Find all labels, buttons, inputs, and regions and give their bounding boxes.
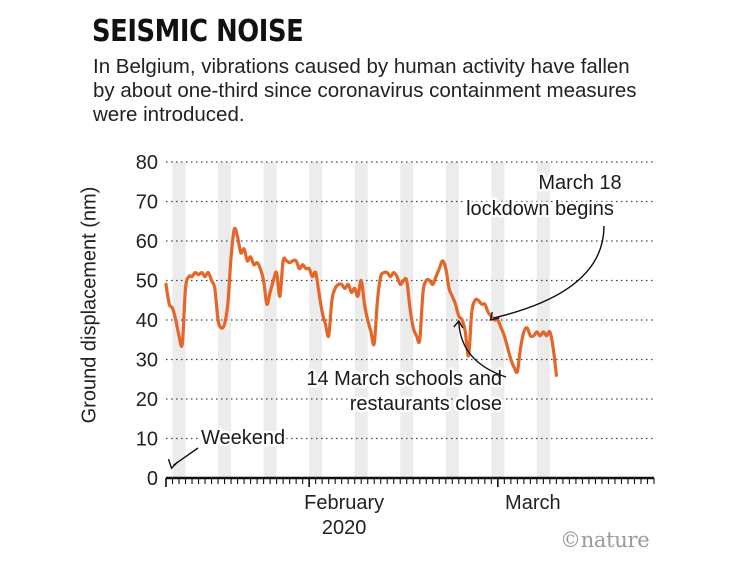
x-tick-label: March — [505, 492, 561, 514]
x-tick-label: February — [304, 492, 384, 514]
y-tick-label: 60 — [136, 231, 158, 253]
y-tick-label: 0 — [147, 468, 158, 490]
annotation-lockdown-line1: March 18 — [538, 172, 621, 194]
y-tick-label: 30 — [136, 350, 158, 372]
x-tick-label-year: 2020 — [322, 517, 367, 539]
annotation-lockdown-leader — [493, 225, 605, 319]
nature-logo: ©nature — [560, 528, 650, 552]
y-tick-label: 80 — [136, 152, 158, 174]
chart-subtitle: In Belgium, vibrations caused by human a… — [93, 55, 637, 126]
y-tick-label: 20 — [136, 389, 158, 411]
annotation-schools-leader — [458, 321, 507, 378]
annotation-weekend-arrowhead — [167, 458, 179, 470]
annotation-lockdown-arrowhead — [489, 311, 500, 321]
y-tick-label: 10 — [136, 429, 158, 451]
annotation-schools-arrowhead — [453, 319, 464, 329]
y-tick-label: 50 — [136, 271, 158, 293]
annotation-lockdown-line2: lockdown begins — [466, 198, 614, 220]
annotation-schools-line2: restaurants close — [350, 393, 502, 415]
chart-title: SEISMIC NOISE — [92, 14, 304, 49]
y-tick-labels: 0 10 20 30 40 50 60 70 80 — [136, 152, 158, 490]
x-axis: February 2020 March — [165, 476, 655, 539]
gridlines — [166, 161, 654, 440]
annotation-schools-line1: 14 March schools and — [306, 368, 502, 390]
annotations: Weekend 14 March schools and restaurants c… — [167, 170, 624, 470]
y-tick-label: 70 — [136, 192, 158, 214]
annotation-weekend: Weekend — [201, 427, 285, 449]
y-tick-label: 40 — [136, 310, 158, 332]
